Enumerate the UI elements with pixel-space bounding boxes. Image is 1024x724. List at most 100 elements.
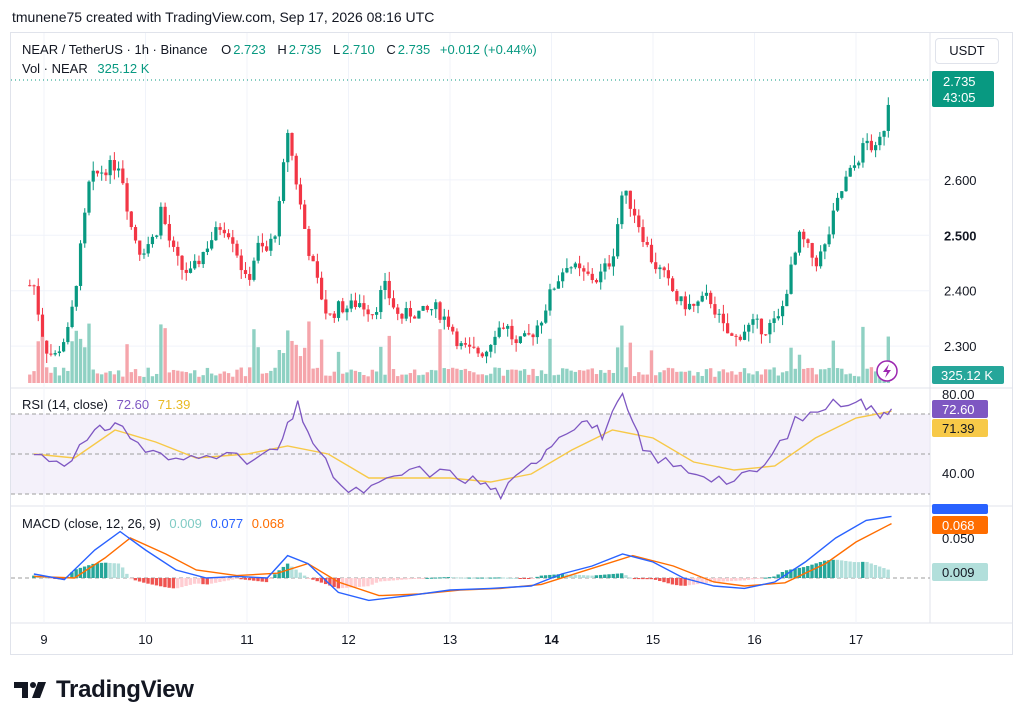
macd-hist-bar <box>154 578 159 586</box>
macd-hist-bar <box>91 563 95 578</box>
macd-hist-bar <box>632 578 637 580</box>
tradingview-logo[interactable]: TradingView <box>14 676 194 704</box>
volume-bar <box>32 371 36 383</box>
volume-bar <box>527 374 531 383</box>
macd-hist-bar <box>823 560 827 578</box>
macd-hist-bar <box>861 561 865 578</box>
rsi-tag <box>932 400 988 418</box>
volume-bar <box>810 367 814 383</box>
macd-hist-bar <box>827 560 831 578</box>
volume-bar <box>302 347 307 383</box>
macd-hist-bar <box>125 573 129 578</box>
macd-legend[interactable]: MACD (close, 12, 26, 9) 0.009 0.077 0.06… <box>22 516 286 531</box>
candle <box>671 278 675 292</box>
candle <box>146 244 150 254</box>
candle <box>594 280 599 283</box>
volume-bar <box>349 369 353 383</box>
macd-hist-bar <box>120 567 125 578</box>
candle <box>28 285 32 287</box>
macd-hist-bar <box>137 578 142 582</box>
candle <box>874 145 878 151</box>
candle <box>827 234 831 245</box>
macd-hist-bar <box>704 578 708 583</box>
macd-hist-bar <box>865 561 869 578</box>
volume-bar <box>717 371 721 383</box>
rsi-legend[interactable]: RSI (14, close) 72.60 71.39 <box>22 397 192 412</box>
macd-hist-bar <box>497 577 501 579</box>
rsi-tick-label: 80.00 <box>942 387 975 402</box>
volume-bar <box>865 368 869 383</box>
macd-hist-bar <box>801 567 806 578</box>
candle <box>336 301 341 318</box>
volume-bar <box>83 347 87 383</box>
candle <box>40 314 45 341</box>
volume-bar <box>785 371 789 383</box>
macd-hist-bar <box>835 559 840 578</box>
candle <box>53 353 57 355</box>
candle <box>679 296 683 302</box>
volume-bar <box>451 367 455 383</box>
volume-bar <box>793 368 797 383</box>
candle <box>704 292 709 296</box>
macd-hist-bar <box>729 578 734 582</box>
candle <box>840 191 844 198</box>
volume-bar <box>218 373 222 383</box>
candle <box>129 211 133 228</box>
macd-hist-bar <box>577 574 582 578</box>
volume-bar <box>628 342 633 383</box>
macd-hist-bar <box>159 578 163 587</box>
candle <box>577 263 582 269</box>
volume-bar <box>873 371 878 383</box>
macd-hist-bar <box>438 577 442 579</box>
volume-legend[interactable]: Vol · NEAR 325.12 K <box>22 61 151 76</box>
candle <box>358 303 362 308</box>
volume-bar <box>387 335 391 383</box>
currency-button[interactable]: USDT <box>935 38 999 64</box>
candle <box>759 318 764 335</box>
macd-hist-bar <box>391 578 396 581</box>
volume-bar <box>654 375 658 383</box>
candle <box>463 343 468 345</box>
candle <box>649 244 654 263</box>
macd-hist-bar <box>848 561 852 578</box>
macd-hist-bar <box>586 575 590 578</box>
candle <box>116 168 121 171</box>
macd-hist-bar <box>230 578 235 580</box>
volume-bar <box>645 374 649 383</box>
volume-bar <box>269 370 273 383</box>
macd-hist-bar <box>797 567 802 578</box>
candle <box>74 285 78 307</box>
macd-hist-bar <box>108 562 112 578</box>
macd-hist-bar <box>611 573 615 578</box>
volume-bar <box>641 374 645 383</box>
candle <box>713 304 717 315</box>
candle <box>235 243 239 256</box>
volume-bar <box>307 321 311 383</box>
candle <box>730 333 734 336</box>
macd-hist-bar <box>209 578 214 584</box>
candle <box>654 262 658 270</box>
time-tick-label: 13 <box>443 632 457 647</box>
volume-bar <box>180 371 184 383</box>
candle <box>159 206 163 236</box>
candle <box>687 303 692 310</box>
candle <box>692 303 696 306</box>
macd-line-value: 0.077 <box>210 516 244 531</box>
volume-bar <box>345 372 349 383</box>
volume-bar <box>725 372 730 383</box>
symbol-label[interactable]: NEAR / TetherUS · 1h · Binance <box>22 42 208 57</box>
volume-bar <box>747 373 751 383</box>
candle <box>133 227 138 241</box>
candle <box>556 281 561 289</box>
volume-bar <box>730 371 734 383</box>
volume-bar <box>658 372 662 383</box>
macd-hist-bar <box>425 577 429 579</box>
volume-bar <box>121 376 125 383</box>
macd-hist-bar <box>856 562 861 578</box>
time-tick-label: 9 <box>40 632 47 647</box>
volume-bar <box>286 330 290 383</box>
candle <box>248 274 252 280</box>
candle <box>607 263 611 267</box>
